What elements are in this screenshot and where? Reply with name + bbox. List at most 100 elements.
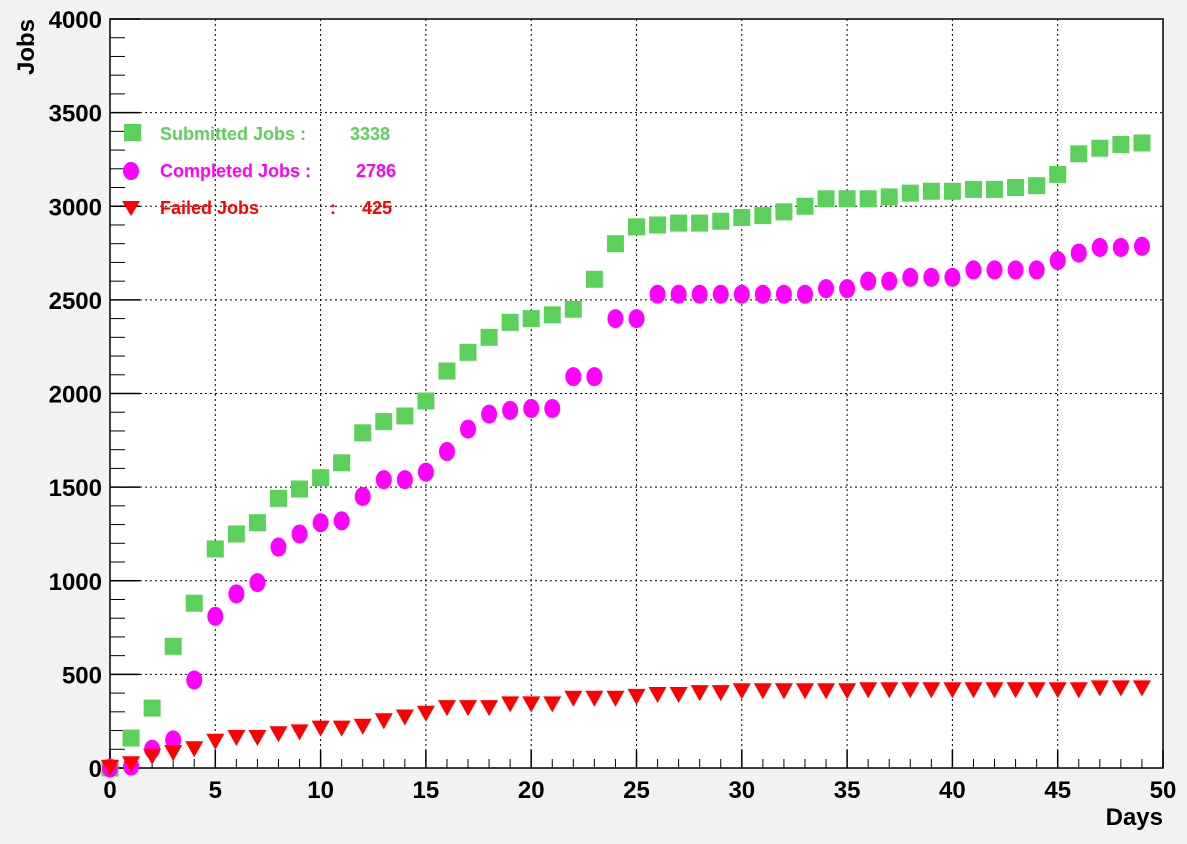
- submitted-point: [691, 214, 709, 232]
- failed-point: [1027, 682, 1046, 699]
- failed-point: [269, 726, 288, 743]
- submitted-point: [859, 190, 877, 208]
- failed-point: [1090, 680, 1109, 697]
- completed-point: [1070, 243, 1087, 263]
- data-marks: [101, 134, 1151, 778]
- completed-point: [544, 398, 561, 418]
- completed-point: [523, 398, 540, 418]
- grid-lines: [110, 19, 1163, 768]
- x-tick-label: 10: [307, 777, 334, 804]
- failed-point: [817, 683, 836, 700]
- y-tick-label: 3000: [49, 194, 102, 221]
- completed-point: [312, 513, 329, 533]
- completed-point: [881, 271, 898, 291]
- failed-point: [459, 700, 478, 717]
- submitted-point: [628, 218, 645, 236]
- submitted-point: [986, 180, 1004, 198]
- failed-point: [248, 730, 267, 747]
- y-tick-label: 2000: [49, 382, 102, 409]
- failed-point: [711, 685, 730, 702]
- x-tick-label: 30: [728, 777, 755, 804]
- legend: Submitted Jobs : 3338 Completed Jobs : 2…: [122, 124, 396, 218]
- submitted-point: [922, 182, 940, 200]
- x-tick-label: 40: [939, 777, 966, 804]
- failed-point: [206, 733, 225, 750]
- submitted-point: [438, 362, 456, 380]
- submitted-point: [880, 188, 898, 206]
- completed-point: [438, 442, 455, 462]
- submitted-point: [585, 270, 603, 288]
- failed-point: [437, 700, 456, 717]
- failed-point: [838, 683, 857, 700]
- completed-point: [902, 267, 919, 287]
- submitted-point: [564, 300, 582, 318]
- submitted-point: [206, 540, 224, 558]
- completed-point: [1049, 251, 1066, 271]
- submitted-point: [375, 413, 393, 431]
- failed-point: [480, 700, 499, 717]
- y-tick-label: 1000: [49, 569, 102, 596]
- y-tick-label: 4000: [49, 7, 102, 34]
- legend-marker-submitted: [124, 124, 141, 141]
- submitted-point: [1133, 134, 1151, 152]
- y-tick-label: 2500: [49, 288, 102, 315]
- failed-point: [501, 696, 520, 713]
- submitted-point: [122, 729, 140, 747]
- completed-point: [417, 462, 434, 482]
- completed-point: [375, 470, 392, 490]
- failed-point: [164, 745, 183, 762]
- submitted-point: [522, 310, 540, 328]
- failed-point: [101, 760, 119, 776]
- failed-point: [122, 756, 141, 773]
- completed-point: [291, 524, 308, 544]
- submitted-point: [1070, 145, 1088, 163]
- submitted-point: [459, 343, 477, 361]
- legend-marker-failed: [122, 201, 140, 216]
- submitted-point: [333, 454, 351, 472]
- submitted-point: [649, 216, 667, 234]
- failed-point: [795, 683, 814, 700]
- completed-point: [460, 419, 477, 439]
- completed-point: [565, 367, 582, 387]
- completed-point: [207, 606, 224, 626]
- failed-point: [943, 682, 962, 699]
- x-tick-label: 45: [1044, 777, 1071, 804]
- tick-labels: 0 5 10 15 20 25 30 35 40 45 5005001000150020002500…: [49, 7, 1177, 804]
- failed-point: [648, 686, 667, 703]
- failed-point: [290, 724, 309, 741]
- submitted-point: [143, 699, 161, 717]
- completed-point: [818, 279, 835, 299]
- submitted-point: [943, 182, 961, 200]
- completed-point: [1112, 237, 1129, 257]
- submitted-point: [1112, 135, 1130, 153]
- submitted-point: [754, 207, 772, 225]
- failed-point: [416, 705, 435, 722]
- failed-point: [353, 718, 372, 735]
- y-tick-label: 3500: [49, 101, 102, 128]
- completed-point: [628, 309, 645, 329]
- legend-value-completed: 2786: [356, 161, 396, 181]
- submitted-point: [796, 197, 814, 215]
- completed-point: [923, 267, 940, 287]
- failed-point: [374, 713, 393, 730]
- completed-point: [502, 400, 519, 420]
- submitted-point: [269, 489, 287, 507]
- submitted-point: [1007, 179, 1025, 197]
- completed-point: [1133, 236, 1150, 256]
- failed-point: [606, 690, 625, 707]
- series-0: [101, 134, 1151, 777]
- submitted-point: [185, 594, 203, 612]
- completed-point: [396, 470, 413, 490]
- submitted-point: [354, 424, 372, 442]
- failed-point: [732, 683, 751, 700]
- failed-point: [753, 683, 772, 700]
- failed-point: [332, 720, 351, 737]
- failed-point: [522, 696, 541, 713]
- completed-point: [1091, 237, 1108, 257]
- submitted-point: [964, 180, 982, 198]
- completed-point: [712, 284, 729, 304]
- completed-point: [228, 584, 245, 604]
- submitted-point: [312, 469, 330, 487]
- completed-point: [165, 730, 182, 750]
